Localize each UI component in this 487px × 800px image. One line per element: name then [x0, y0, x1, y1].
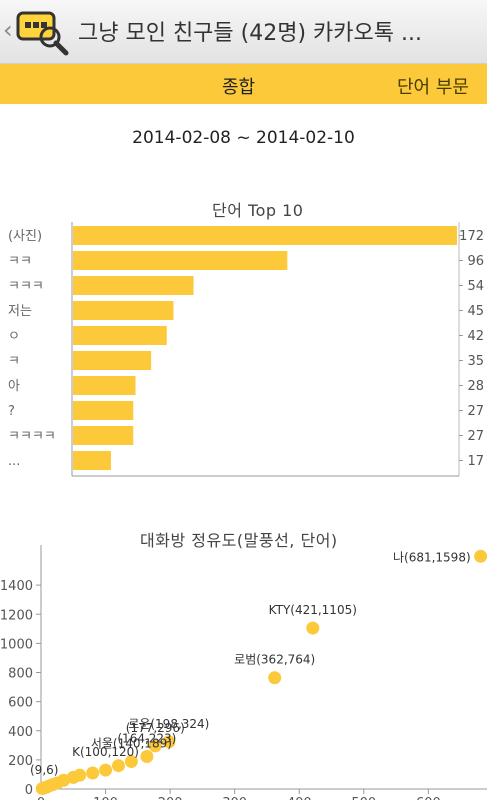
- tab-words[interactable]: 단어 부문: [397, 77, 469, 98]
- category-label: ㅋㅋㅋㅋ: [8, 429, 56, 444]
- data-point: [140, 750, 154, 764]
- point-label: (9,6): [30, 763, 58, 777]
- y-tick-label: 1400: [0, 579, 33, 594]
- value-label: 17: [467, 454, 484, 469]
- data-point: [111, 759, 125, 773]
- x-tick-label: 600: [416, 796, 441, 800]
- bar: [73, 426, 134, 445]
- y-tick-label: 0: [25, 783, 33, 798]
- point-label: 로운(198,324): [128, 717, 209, 731]
- point-label: 서울(140,189): [91, 736, 172, 750]
- point-label: 나(681,1598): [393, 550, 471, 564]
- data-point: [35, 782, 49, 796]
- x-tick-label: 400: [287, 796, 312, 800]
- category-label: ㅋㅋㅋ: [8, 279, 44, 294]
- bar: [73, 351, 152, 370]
- y-tick-label: 800: [8, 667, 33, 682]
- value-label: 45: [467, 304, 484, 319]
- value-label: 96: [467, 254, 484, 269]
- x-tick-label: 300: [222, 796, 247, 800]
- window-title: 그냥 모인 친구들 (42명) 카카오톡 ...: [78, 21, 422, 46]
- category-label: ㅋㅋ: [8, 254, 32, 269]
- y-tick-label: 1200: [0, 608, 33, 623]
- x-tick-label: 0: [37, 796, 45, 800]
- x-tick-label: 500: [351, 796, 376, 800]
- x-tick-label: 100: [93, 796, 118, 800]
- point-label: (177,296): [126, 721, 185, 735]
- data-point: [148, 739, 162, 753]
- point-label: (164,223): [117, 732, 176, 746]
- category-label: 저는: [8, 304, 32, 319]
- bar: [73, 401, 134, 420]
- point-label: 로범(362,764): [234, 653, 315, 667]
- word-top10-chart: (사진) 172 ㅋㅋ 96 ㅋㅋㅋ 54 저는 45 ㅇ 42 ㅋ 35 아 28? 27 ㅋㅋㅋㅋ 27..…: [8, 222, 484, 477]
- data-point: [306, 621, 320, 635]
- x-tick-label: 200: [158, 796, 183, 800]
- title-bar: ‹ 그냥 모인 친구들 (42명) 카카오톡 ...: [0, 0, 487, 64]
- y-tick-label: 1000: [0, 637, 33, 652]
- category-label: (사진): [8, 229, 42, 244]
- category-label: ㅇ: [8, 329, 20, 344]
- data-point: [162, 735, 176, 749]
- category-label: ...: [8, 454, 20, 469]
- point-label: K(100,120): [72, 745, 139, 759]
- bar: [73, 301, 174, 320]
- value-label: 54: [467, 279, 484, 294]
- category-label: ?: [8, 404, 15, 419]
- bar: [73, 251, 288, 270]
- point-label: KTY(421,1105): [269, 603, 357, 617]
- date-range: 2014-02-08 ~ 2014-02-10: [132, 128, 355, 148]
- bar-chart-title: 단어 Top 10: [212, 201, 304, 220]
- share-scatter-chart: 0 200 400 600 800 1000 1200 1400 0 100 200 300 400 50…: [0, 545, 487, 800]
- y-tick-label: 600: [8, 696, 33, 711]
- value-label: 28: [467, 379, 484, 394]
- y-tick-label: 400: [8, 725, 33, 740]
- data-point: [124, 754, 138, 768]
- chevron-left-icon[interactable]: ‹: [3, 16, 13, 44]
- value-label: 172: [459, 229, 484, 244]
- value-label: 27: [467, 404, 484, 419]
- bar: [73, 376, 136, 395]
- bar: [73, 226, 457, 245]
- data-point: [86, 766, 100, 780]
- value-label: 35: [467, 354, 484, 369]
- bar: [73, 451, 111, 470]
- bar: [73, 276, 194, 295]
- y-tick-label: 200: [8, 754, 33, 769]
- value-label: 27: [467, 429, 484, 444]
- value-label: 42: [467, 329, 484, 344]
- data-point: [474, 549, 487, 563]
- tab-summary[interactable]: 종합: [222, 77, 256, 98]
- category-label: ㅋ: [8, 354, 20, 369]
- tab-bar: 종합 단어 부문: [0, 64, 487, 104]
- chat-search-icon[interactable]: [16, 10, 70, 56]
- bar: [73, 326, 167, 345]
- scatter-chart-title: 대화방 정유도(말풍선, 단어): [140, 531, 338, 550]
- category-label: 아: [8, 379, 20, 394]
- data-point: [99, 763, 113, 777]
- data-point: [268, 671, 282, 685]
